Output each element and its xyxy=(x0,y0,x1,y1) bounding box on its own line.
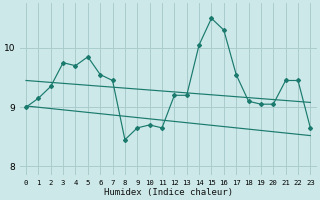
X-axis label: Humidex (Indice chaleur): Humidex (Indice chaleur) xyxy=(104,188,233,197)
